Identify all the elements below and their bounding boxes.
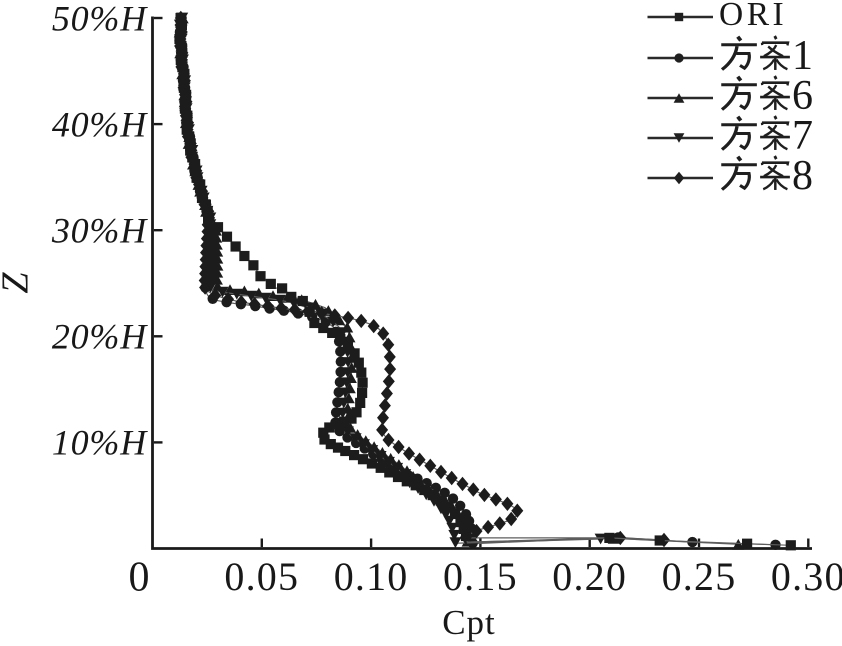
svg-text:0: 0	[129, 555, 150, 601]
svg-text:8: 8	[792, 153, 813, 199]
svg-text:6: 6	[792, 73, 813, 119]
svg-text:30%H: 30%H	[51, 211, 148, 251]
svg-text:1: 1	[792, 33, 813, 79]
svg-text:Cpt: Cpt	[442, 603, 496, 642]
svg-text:50%H: 50%H	[52, 0, 148, 38]
svg-text:0.30: 0.30	[771, 554, 842, 599]
svg-text:7: 7	[792, 113, 813, 159]
svg-text:0.05: 0.05	[224, 554, 299, 599]
svg-text:0.20: 0.20	[552, 554, 627, 599]
svg-text:20%H: 20%H	[52, 317, 148, 357]
svg-text:40%H: 40%H	[52, 104, 148, 144]
svg-text:0.15: 0.15	[443, 554, 518, 599]
svg-text:0.10: 0.10	[334, 554, 409, 599]
svg-text:0.25: 0.25	[662, 554, 737, 599]
svg-text:10%H: 10%H	[52, 423, 148, 463]
svg-text:ORI: ORI	[719, 0, 787, 33]
svg-text:Z: Z	[0, 272, 37, 294]
